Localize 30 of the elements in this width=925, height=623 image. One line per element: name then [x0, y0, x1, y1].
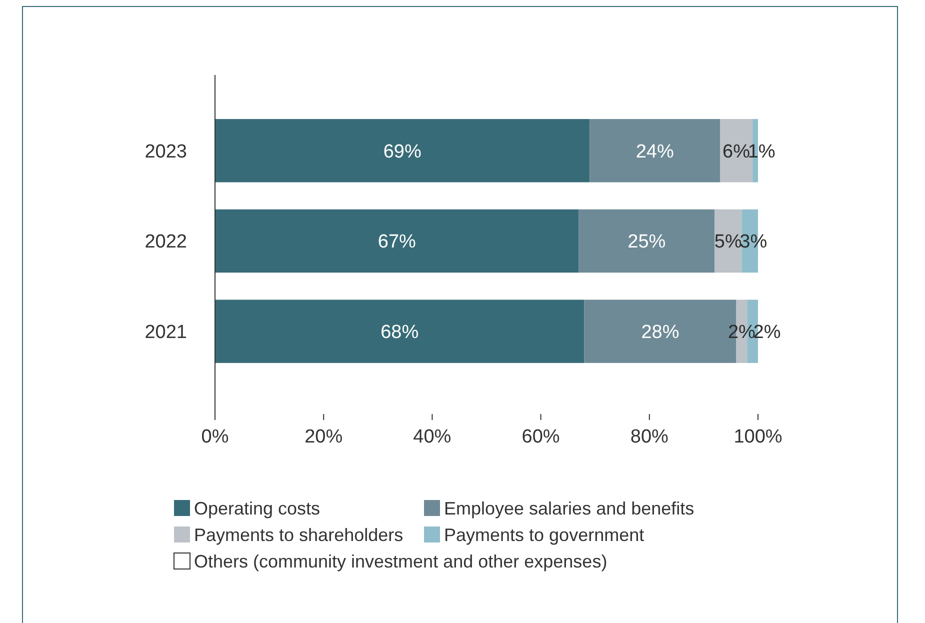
bar: [215, 119, 590, 182]
legend-label: Employee salaries and benefits: [444, 498, 694, 518]
x-tick-label: 80%: [630, 426, 669, 448]
legend-label: Others (community investment and other expenses): [194, 551, 608, 572]
x-tick-label: 20%: [304, 426, 343, 448]
data-label: 67%: [378, 232, 416, 253]
data-label: 69%: [383, 141, 422, 162]
x-tick-label: 40%: [413, 426, 452, 448]
x-tick-label: 0%: [201, 426, 229, 448]
y-tick-label: 2022: [144, 232, 187, 253]
legend-label: Operating costs: [194, 498, 320, 518]
data-label: 5%: [714, 232, 742, 253]
bar: [590, 119, 720, 182]
data-label: 2%: [753, 322, 781, 343]
data-label: 24%: [636, 141, 674, 162]
bar: [578, 209, 715, 273]
y-tick-label: 2023: [144, 141, 187, 162]
data-label: 68%: [380, 322, 419, 343]
y-tick-label: 2021: [144, 322, 187, 343]
data-label: 28%: [641, 322, 680, 343]
data-label: 6%: [722, 141, 750, 162]
bar: [215, 209, 579, 273]
x-tick-label: 100%: [734, 426, 782, 448]
legend-label: Payments to government: [444, 524, 644, 545]
data-label: 2%: [728, 322, 756, 343]
data-label: 1%: [748, 141, 776, 162]
x-tick-label: 60%: [522, 426, 560, 448]
legend-label: Payments to shareholders: [194, 524, 404, 545]
bar: [215, 300, 584, 363]
data-label: 25%: [628, 232, 666, 253]
